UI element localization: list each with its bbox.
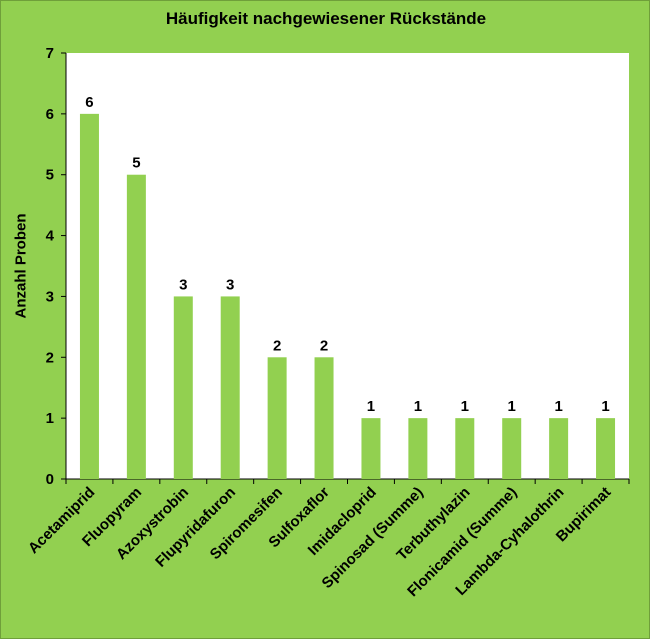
plot-area [66, 53, 629, 479]
chart-title: Häufigkeit nachgewiesener Rückstände [165, 9, 487, 28]
data-label: 1 [554, 398, 562, 415]
data-label: 5 [132, 155, 140, 172]
data-label: 2 [273, 337, 281, 354]
bar [596, 418, 616, 479]
bar [549, 418, 569, 479]
bar [314, 357, 334, 479]
y-tick-label: 4 [46, 228, 55, 245]
bar [267, 357, 287, 479]
bar [220, 296, 240, 479]
y-tick-label: 3 [46, 288, 54, 305]
y-tick-label: 2 [46, 349, 54, 366]
data-label: 3 [226, 276, 234, 293]
y-tick-label: 5 [46, 167, 54, 184]
data-label: 1 [601, 398, 609, 415]
bar [126, 174, 146, 479]
data-label: 3 [179, 276, 187, 293]
data-label: 1 [367, 398, 375, 415]
data-label: 6 [85, 94, 93, 111]
data-label: 1 [414, 398, 422, 415]
bar [173, 296, 193, 479]
data-label: 1 [461, 398, 469, 415]
data-label: 1 [508, 398, 516, 415]
bar [408, 418, 428, 479]
bar [502, 418, 522, 479]
y-tick-label: 1 [46, 410, 54, 427]
y-tick-label: 6 [46, 106, 54, 123]
y-tick-label: 0 [46, 471, 54, 488]
data-label: 2 [320, 337, 328, 354]
bar [79, 113, 99, 479]
category-label: Flupyridafuron [152, 484, 239, 571]
y-tick-label: 7 [46, 45, 54, 62]
bar [455, 418, 475, 479]
bar [361, 418, 381, 479]
